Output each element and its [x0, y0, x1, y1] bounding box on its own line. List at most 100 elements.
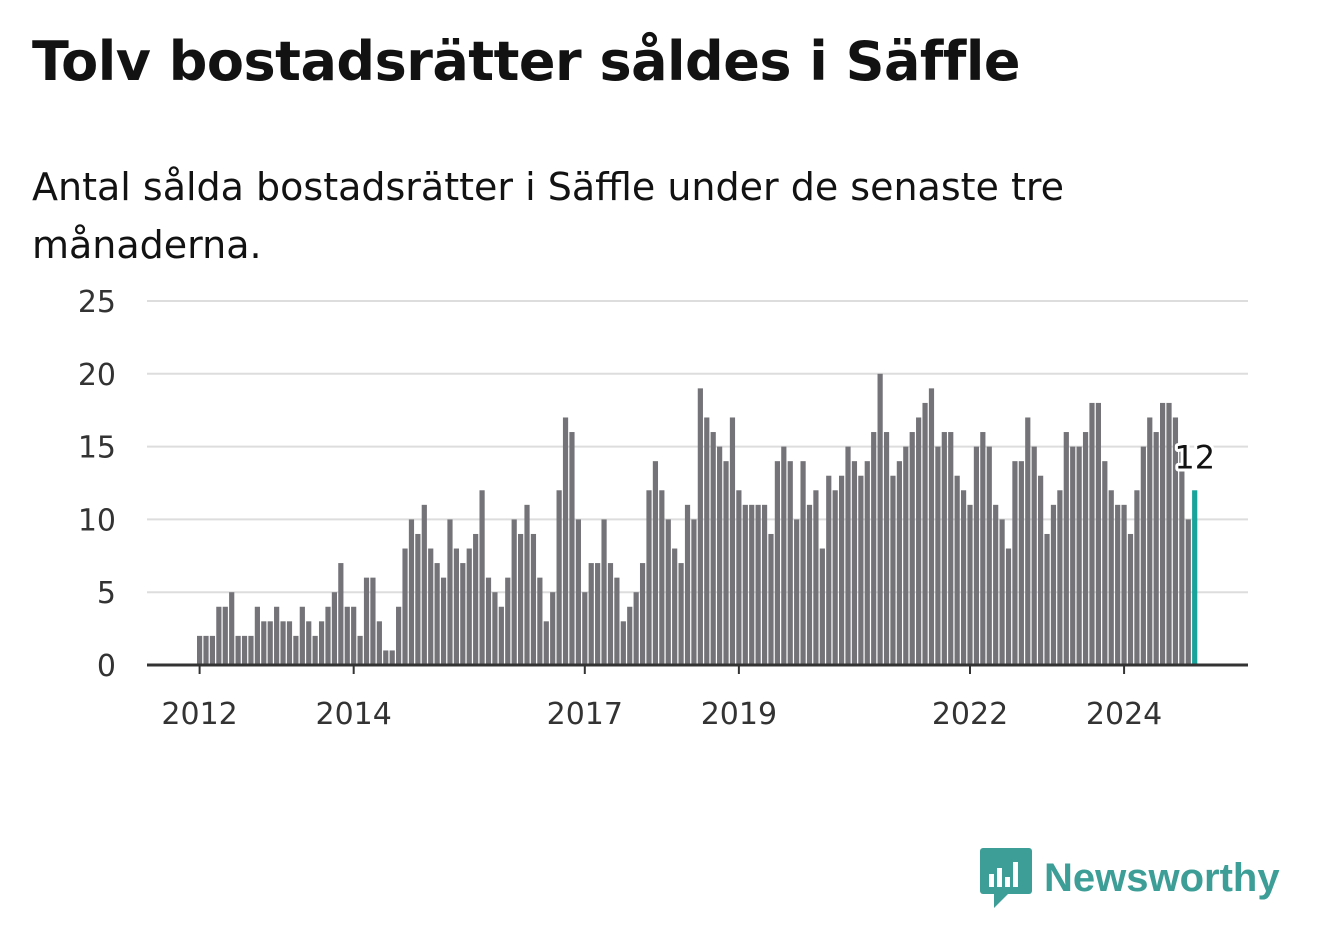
bar	[434, 563, 440, 665]
newsworthy-logo-icon	[980, 848, 1032, 908]
bar	[903, 446, 909, 665]
bar	[575, 519, 581, 665]
bar	[415, 533, 421, 665]
bar	[813, 490, 819, 665]
brand-name: Newsworthy	[1044, 855, 1280, 900]
bar	[941, 432, 947, 665]
bar	[1038, 475, 1044, 665]
bar	[954, 475, 960, 665]
y-tick-label: 15	[78, 431, 116, 466]
bar	[806, 504, 813, 665]
bar	[839, 475, 845, 665]
bar	[729, 417, 736, 665]
bar	[704, 417, 710, 665]
bar	[800, 461, 806, 665]
bar	[1179, 446, 1185, 665]
bar	[845, 446, 851, 665]
bar	[408, 519, 415, 665]
bar	[274, 606, 280, 665]
bar	[479, 490, 485, 665]
bar	[858, 475, 864, 665]
bar	[1025, 417, 1031, 665]
bar-highlight	[1192, 490, 1198, 665]
bar	[325, 606, 331, 665]
bar	[318, 621, 325, 665]
bar	[550, 592, 556, 665]
bar	[774, 461, 780, 665]
bar	[1057, 490, 1063, 665]
bar	[1070, 446, 1076, 665]
bar	[344, 606, 350, 665]
y-tick-label: 5	[97, 576, 116, 611]
bar	[960, 490, 967, 665]
bar	[993, 504, 999, 665]
bar	[357, 635, 363, 665]
y-tick-label: 25	[78, 285, 116, 320]
bar	[556, 490, 562, 665]
bar	[1102, 461, 1108, 665]
bar	[832, 490, 838, 665]
bar	[717, 446, 723, 665]
bar	[267, 621, 273, 665]
bar	[1153, 432, 1159, 665]
bar	[511, 519, 517, 665]
bar	[1005, 548, 1012, 665]
bar	[928, 388, 935, 665]
bar	[588, 563, 594, 665]
bar	[999, 519, 1005, 665]
bar	[684, 504, 691, 665]
bar	[896, 461, 902, 665]
bar	[1140, 446, 1146, 665]
bar	[736, 490, 742, 665]
bar	[787, 461, 793, 665]
bar	[241, 635, 248, 665]
data-label: 12	[1174, 438, 1215, 476]
bar	[607, 563, 614, 665]
bar	[235, 635, 241, 665]
bar	[370, 577, 376, 665]
bar	[447, 519, 453, 665]
bar	[306, 621, 312, 665]
bar	[261, 621, 267, 665]
data-label-halo: 12	[1174, 438, 1215, 476]
y-tick-label: 0	[97, 649, 116, 684]
brand: Newsworthy	[980, 848, 1280, 908]
x-tick-label: 2022	[932, 697, 1008, 732]
bar	[1121, 504, 1127, 665]
bar	[530, 533, 537, 665]
y-tick-label: 20	[78, 358, 116, 393]
bar	[639, 563, 646, 665]
bar	[883, 432, 890, 665]
bar	[524, 504, 530, 665]
bar	[877, 373, 883, 665]
bar	[1012, 461, 1018, 665]
bar	[1031, 446, 1037, 665]
x-tick-label: 2019	[701, 697, 777, 732]
bar	[1127, 533, 1134, 665]
bar	[428, 548, 434, 665]
bar	[505, 577, 511, 665]
bar	[948, 432, 954, 665]
x-tick-label: 2014	[316, 697, 392, 732]
bar	[1134, 490, 1140, 665]
bar	[1095, 402, 1101, 665]
bar	[363, 577, 370, 665]
bar	[781, 446, 787, 665]
bar	[678, 563, 684, 665]
bar	[248, 635, 254, 665]
bar	[871, 432, 877, 665]
bar	[1082, 432, 1089, 665]
bar	[389, 650, 395, 665]
bar	[1018, 461, 1024, 665]
bar	[485, 577, 492, 665]
bar	[909, 432, 915, 665]
bar	[543, 621, 549, 665]
bar	[203, 635, 209, 665]
x-tick-label: 2024	[1086, 697, 1162, 732]
y-tick-label: 10	[78, 503, 116, 538]
bar	[440, 577, 447, 665]
bar	[672, 548, 678, 665]
bar	[851, 461, 858, 665]
bar	[1160, 402, 1166, 665]
bar	[197, 635, 203, 665]
